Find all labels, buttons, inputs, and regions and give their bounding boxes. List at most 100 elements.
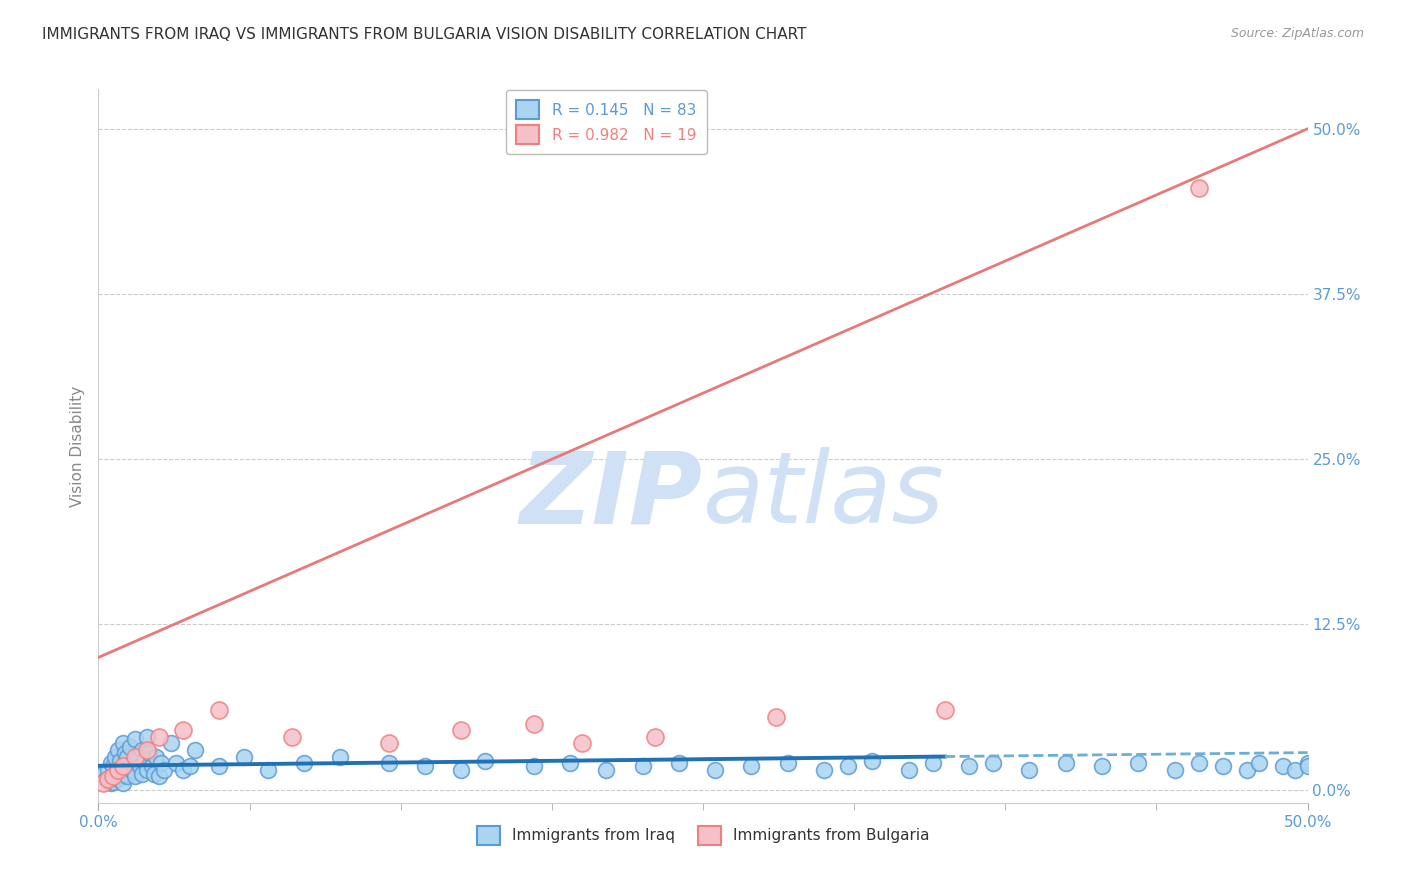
Point [121,756,143,771]
Point [124,749,146,764]
Point [837,759,859,773]
Point [1296,756,1319,771]
Point [101,759,124,773]
Point [523,716,546,731]
Point [1188,756,1211,771]
Point [813,763,835,777]
Point [957,759,980,773]
Point [94,772,117,786]
Point [97,763,120,777]
Point [117,749,139,764]
Point [101,769,124,783]
Y-axis label: Vision Disability: Vision Disability [69,385,84,507]
Point [450,723,472,738]
Point [135,743,157,757]
Point [860,754,883,768]
Point [644,730,666,744]
Point [114,766,136,780]
Point [104,766,127,780]
Point [160,736,183,750]
Point [1163,763,1185,777]
Point [128,759,150,773]
Point [100,776,122,790]
Point [776,756,799,771]
Point [232,749,254,764]
Point [765,710,787,724]
Point [107,772,129,786]
Point [108,754,131,768]
Point [143,766,166,780]
Point [281,730,304,744]
Point [121,763,143,777]
Point [111,759,134,773]
Point [148,769,170,783]
Point [111,759,134,773]
Point [101,774,124,789]
Point [150,756,173,771]
Point [184,743,207,757]
Point [256,763,278,777]
Point [145,749,167,764]
Point [107,763,129,777]
Point [118,740,141,755]
Point [131,766,153,780]
Point [131,743,153,757]
Point [413,759,436,773]
Point [1249,756,1271,771]
Point [1054,756,1077,771]
Point [1212,759,1234,773]
Point [104,749,127,764]
Point [1272,759,1295,773]
Point [91,776,114,790]
Point [165,756,187,771]
Text: Source: ZipAtlas.com: Source: ZipAtlas.com [1230,27,1364,40]
Point [152,763,174,777]
Point [127,749,149,764]
Point [377,756,399,771]
Point [631,759,654,773]
Point [1188,181,1211,195]
Point [292,756,315,771]
Point [1091,759,1114,773]
Legend: Immigrants from Iraq, Immigrants from Bulgaria: Immigrants from Iraq, Immigrants from Bu… [470,818,936,852]
Text: atlas: atlas [703,448,945,544]
Point [208,703,231,717]
Point [117,769,139,783]
Point [107,763,129,777]
Point [135,730,157,744]
Point [124,769,146,783]
Point [934,703,956,717]
Point [118,759,141,773]
Point [668,756,690,771]
Point [107,743,129,757]
Point [377,736,399,750]
Point [897,763,920,777]
Point [111,776,134,790]
Point [208,759,231,773]
Point [474,754,496,768]
Point [595,763,617,777]
Point [134,754,156,768]
Point [111,736,134,750]
Point [141,759,163,773]
Point [179,759,201,773]
Point [135,763,157,777]
Point [558,756,581,771]
Point [1284,763,1306,777]
Point [138,746,160,760]
Point [114,746,136,760]
Point [1128,756,1150,771]
Point [921,756,943,771]
Point [100,756,122,771]
Point [450,763,472,777]
Point [981,756,1004,771]
Point [108,769,131,783]
Point [740,759,762,773]
Point [1296,759,1319,773]
Point [329,749,352,764]
Point [571,736,593,750]
Point [704,763,727,777]
Text: ZIP: ZIP [520,448,703,544]
Point [172,723,194,738]
Point [523,759,546,773]
